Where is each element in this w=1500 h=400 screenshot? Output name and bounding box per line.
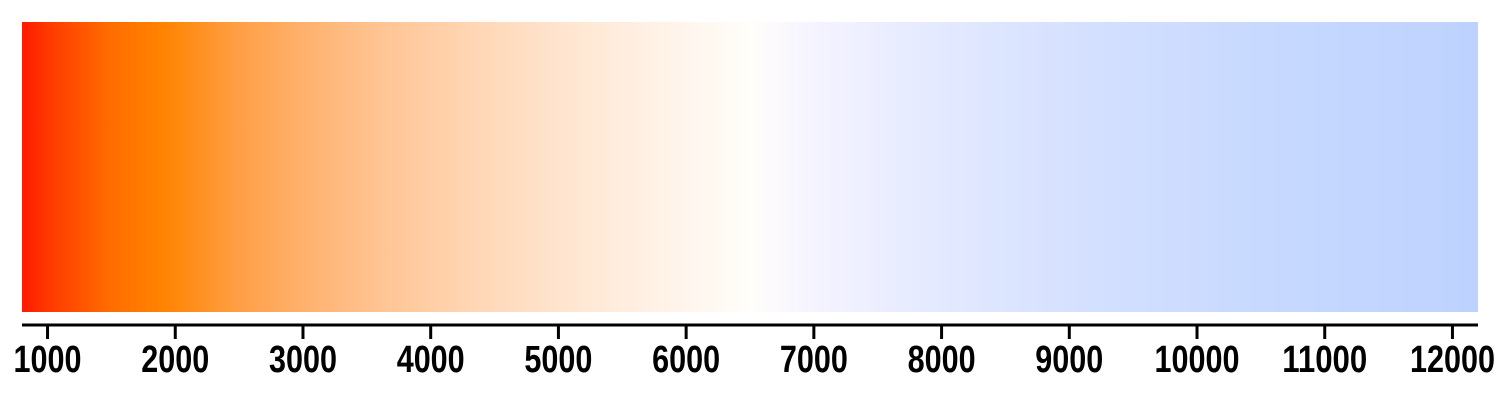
tick-label: 12000 <box>1410 339 1495 381</box>
tick-label: 7000 <box>780 339 848 381</box>
tick-label-group: 1000 2000 3000 4000 5000 6000 7000 8000 9000 1000… <box>14 339 1495 381</box>
gradient-bar <box>22 22 1478 312</box>
tick-label: 3000 <box>269 339 337 381</box>
tick-label: 4000 <box>397 339 465 381</box>
tick-label: 9000 <box>1035 339 1103 381</box>
tick-label: 1000 <box>14 339 82 381</box>
tick-label: 5000 <box>524 339 592 381</box>
tick-label: 6000 <box>652 339 720 381</box>
tick-label: 11000 <box>1282 339 1367 381</box>
tick-label: 2000 <box>141 339 209 381</box>
tick-label: 8000 <box>908 339 976 381</box>
tick-label: 10000 <box>1155 339 1240 381</box>
tick-group <box>46 325 1454 339</box>
